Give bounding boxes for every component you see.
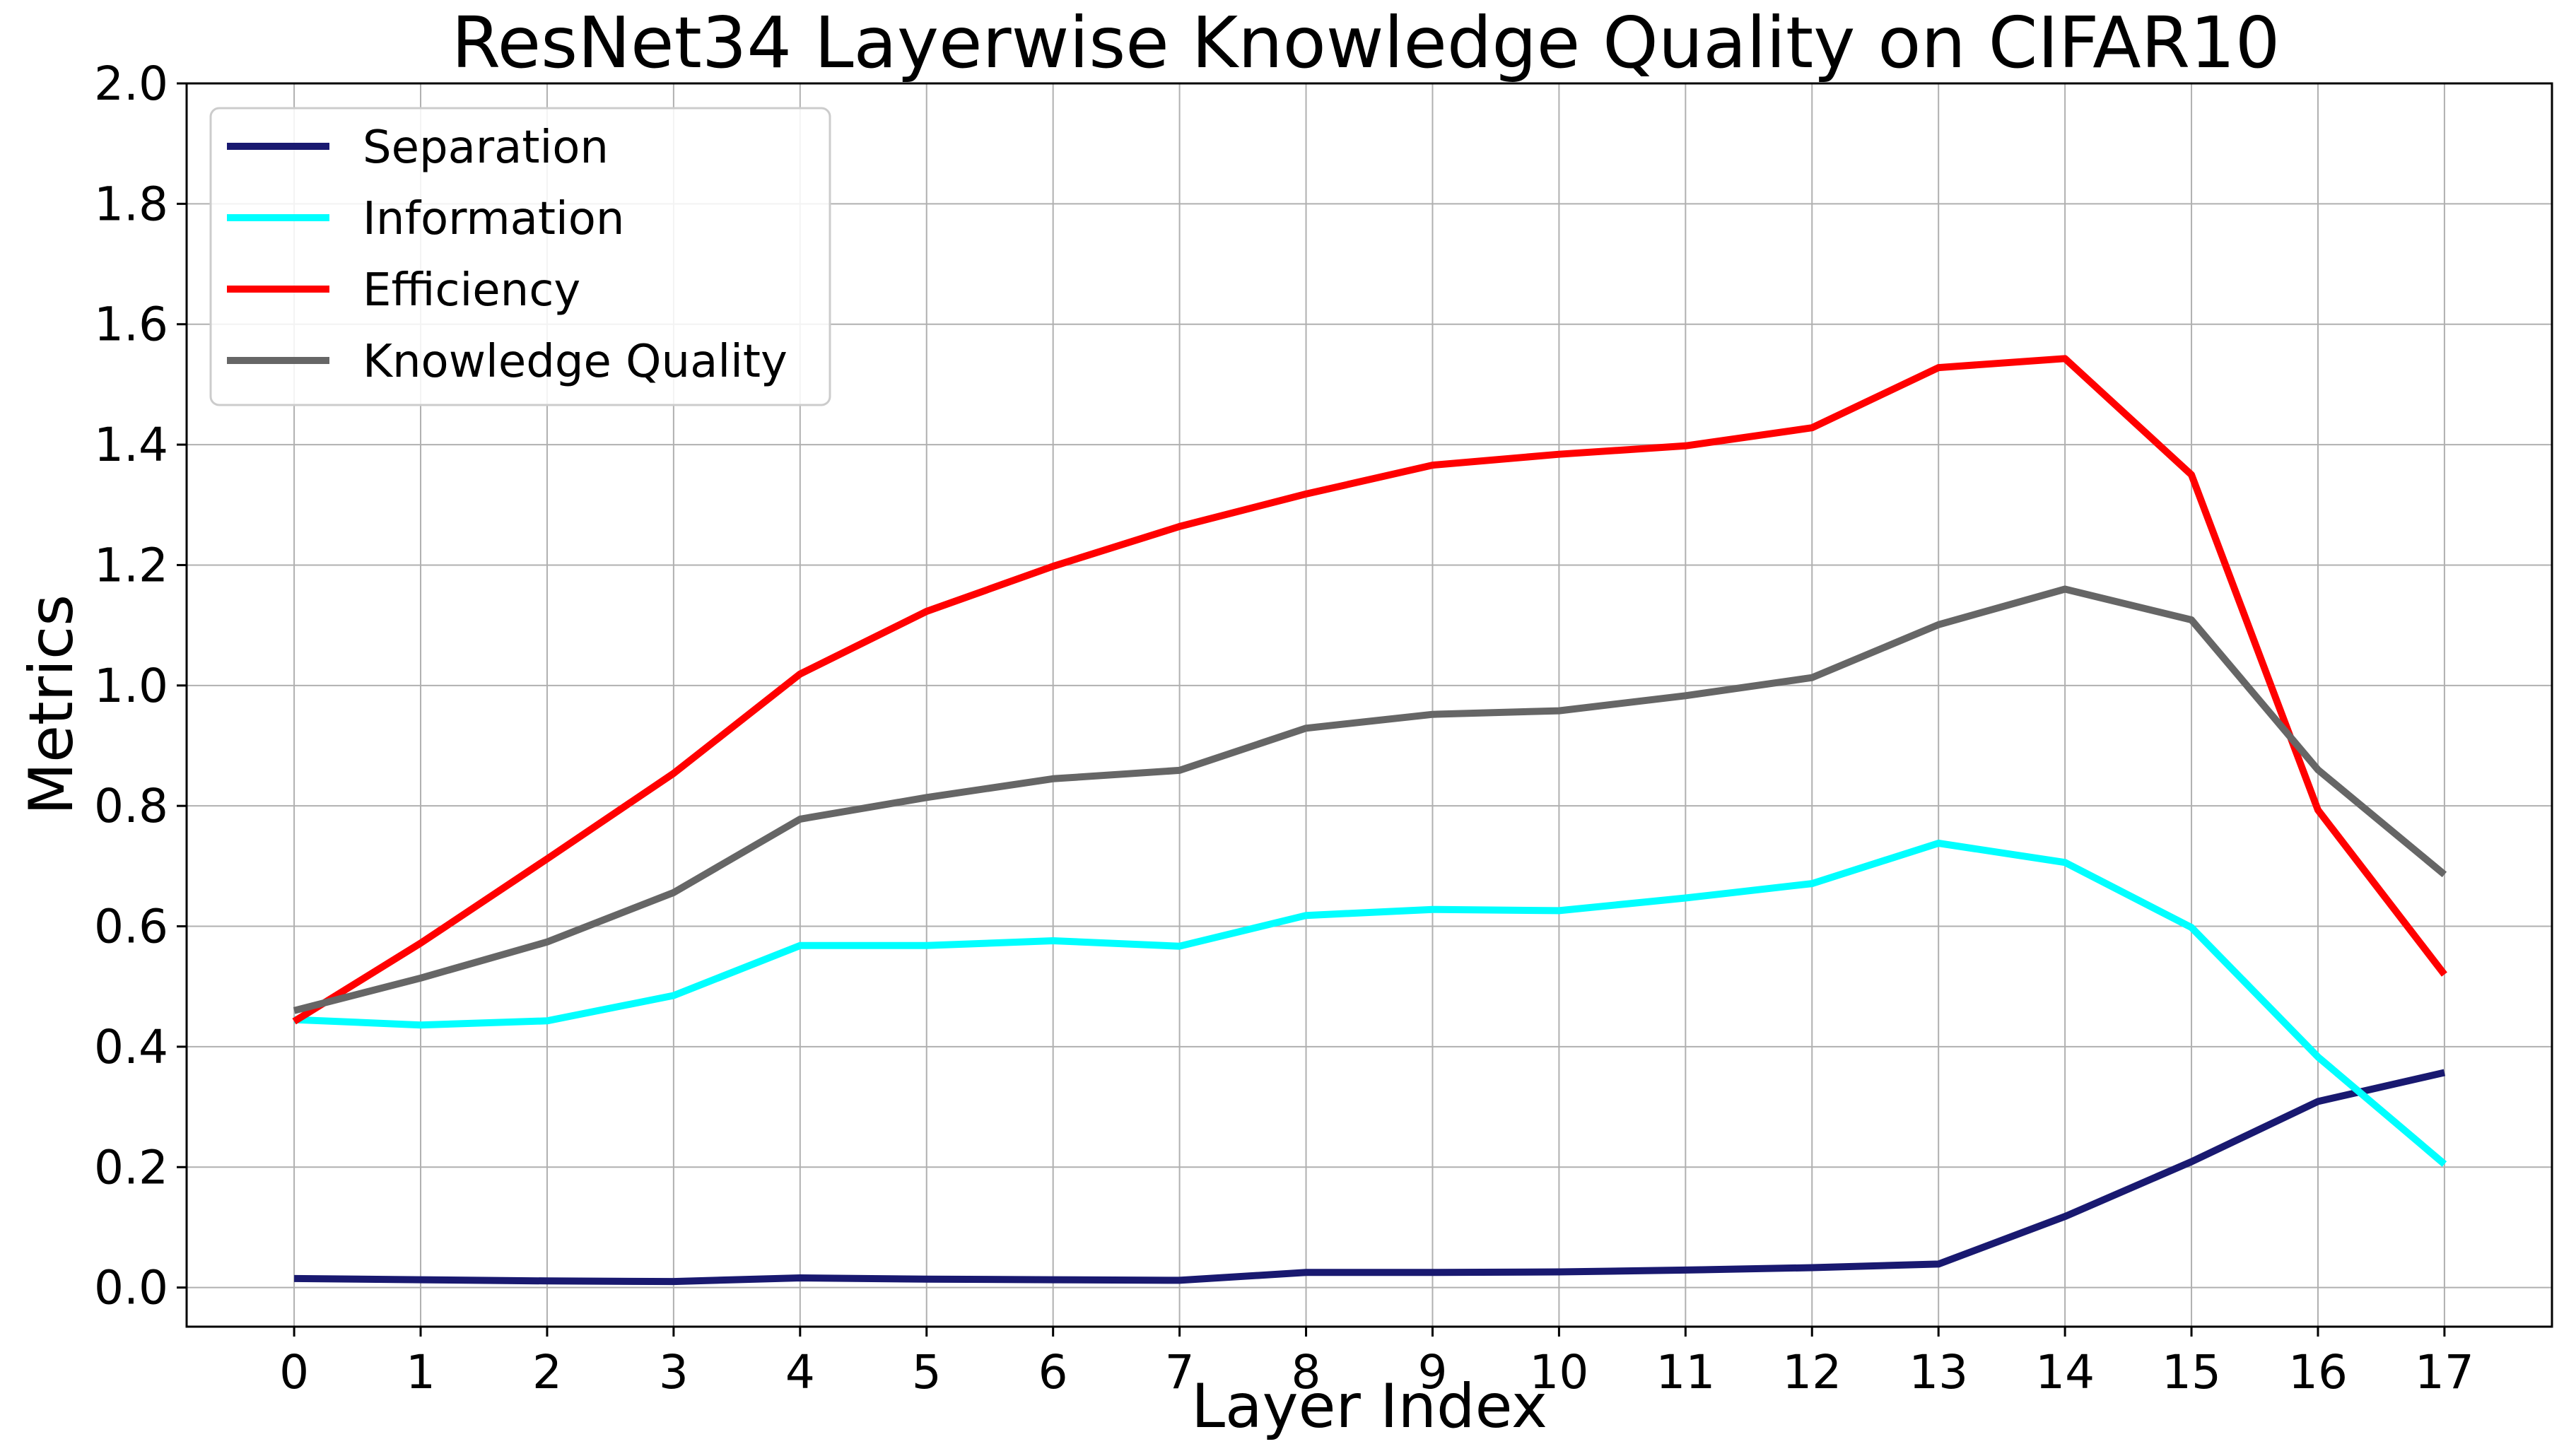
x-tick-label: 0 <box>279 1345 309 1399</box>
y-tick-label: 1.6 <box>94 298 168 352</box>
x-tick-label: 14 <box>2035 1345 2095 1399</box>
x-tick-label: 5 <box>912 1345 942 1399</box>
plot-frame <box>185 82 2553 1328</box>
y-tick-label: 1.8 <box>94 177 168 231</box>
legend-label-efficiency: Efficiency <box>363 264 580 317</box>
y-axis-label: Metrics <box>16 594 87 815</box>
x-tick-label: 10 <box>1529 1345 1588 1399</box>
y-tick-label: 0.8 <box>94 779 168 833</box>
chart-title: ResNet34 Layerwise Knowledge Quality on … <box>452 1 2281 84</box>
series-line-knowledge-quality <box>293 585 2447 1014</box>
series-line-information <box>293 840 2447 1167</box>
legend-label-information: Information <box>363 193 624 245</box>
legend-label-separation: Separation <box>363 122 609 174</box>
series-line-separation <box>294 1069 2446 1286</box>
x-tick-label: 7 <box>1165 1345 1195 1399</box>
x-axis-label: Layer Index <box>1191 1371 1547 1442</box>
x-tick-label: 12 <box>1782 1345 1842 1399</box>
y-tick-label: 1.2 <box>94 538 168 592</box>
x-axis-ticks: 0 1 2 3 4 5 6 7 8 9 10 11 12 13 14 15 16 17 <box>279 1327 2474 1399</box>
y-tick-label: 2.0 <box>94 57 168 111</box>
legend-label-knowledge-quality: Knowledge Quality <box>363 336 788 388</box>
y-axis-ticks: 0.0 0.2 0.4 0.6 0.8 1.0 1.2 1.4 1.6 1.8 2.0 <box>94 57 187 1315</box>
series-line-efficiency <box>292 355 2447 1025</box>
legend: Separation Information Efficiency Knowledge… <box>209 107 831 406</box>
legend-box <box>209 107 831 406</box>
x-tick-label: 9 <box>1417 1345 1447 1399</box>
x-tick-label: 1 <box>406 1345 435 1399</box>
y-tick-label: 0.6 <box>94 900 168 954</box>
x-tick-label: 8 <box>1292 1345 1321 1399</box>
x-tick-label: 6 <box>1038 1345 1068 1399</box>
x-tick-label: 16 <box>2288 1345 2348 1399</box>
y-tick-label: 0.0 <box>94 1261 168 1315</box>
x-tick-label: 4 <box>785 1345 815 1399</box>
y-tick-label: 0.2 <box>94 1140 168 1194</box>
y-tick-label: 0.4 <box>94 1020 168 1074</box>
x-tick-label: 13 <box>1909 1345 1968 1399</box>
y-tick-label: 1.0 <box>94 659 168 713</box>
series-lines <box>292 355 2447 1286</box>
x-tick-label: 2 <box>532 1345 562 1399</box>
y-tick-label: 1.4 <box>94 418 168 472</box>
x-tick-label: 11 <box>1656 1345 1715 1399</box>
x-tick-label: 3 <box>659 1345 689 1399</box>
x-tick-label: 17 <box>2415 1345 2474 1399</box>
x-tick-label: 15 <box>2162 1345 2221 1399</box>
